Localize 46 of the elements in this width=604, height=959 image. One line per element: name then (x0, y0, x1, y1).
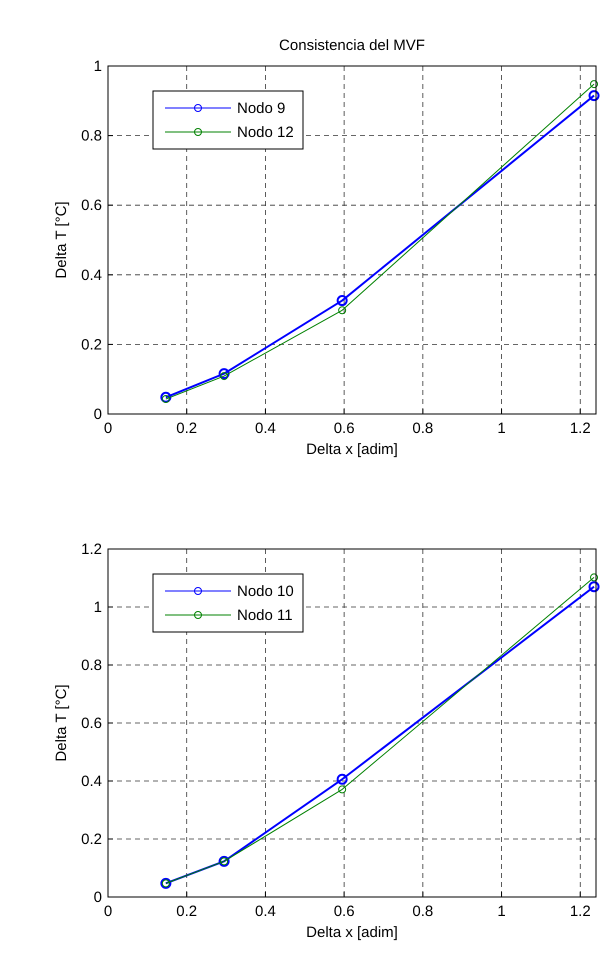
y-tick-label: 0.4 (81, 773, 102, 790)
y-tick-label: 0.2 (81, 831, 102, 848)
y-tick-label: 1.2 (81, 541, 102, 558)
legend-label: Nodo 12 (237, 124, 294, 141)
x-tick-label: 0.4 (254, 903, 276, 920)
y-tick-label: 0.4 (81, 266, 102, 284)
point (160, 392, 172, 403)
point (336, 774, 348, 785)
x-tick-label: 0.8 (412, 903, 434, 920)
y-tick-label: 0.2 (81, 336, 102, 354)
x-axis-title: Delta x [adim] (306, 441, 398, 458)
y-tick-label: 0.8 (81, 657, 102, 674)
point (588, 90, 600, 102)
y-axis-title: Delta T [°C] (53, 201, 70, 279)
x-tick-label: 1 (497, 420, 506, 437)
y-tick-label: 0 (94, 889, 102, 906)
point (338, 306, 346, 314)
x-tick-label: 0.4 (254, 420, 276, 437)
point (338, 785, 346, 794)
point (588, 581, 600, 592)
y-tick-label: 1 (94, 58, 102, 75)
point (590, 80, 598, 88)
y-tick-label: 0.8 (81, 128, 102, 145)
point (220, 372, 228, 380)
legend-label: Nodo 10 (237, 583, 294, 600)
y-tick-label: 0 (94, 406, 102, 423)
point (590, 573, 598, 582)
x-tick-label: 0.2 (176, 420, 198, 437)
x-axis-title: Delta x [adim] (306, 924, 398, 941)
y-tick-label: 0.6 (81, 197, 102, 214)
y-tick-label: 1 (94, 599, 102, 616)
chart-title: Consistencia del MVF (279, 37, 425, 54)
legend-label: Nodo 11 (237, 607, 293, 624)
x-tick-label: 0.8 (412, 420, 434, 437)
x-tick-label: 0.6 (334, 420, 355, 437)
x-tick-label: 1 (497, 903, 506, 920)
point (336, 295, 348, 306)
x-tick-label: 0.2 (176, 903, 198, 920)
x-tick-label: 0.6 (334, 903, 355, 920)
y-tick-label: 0.6 (81, 715, 102, 732)
x-tick-label: 1.2 (570, 903, 591, 920)
legend-label: Nodo 9 (237, 100, 286, 117)
y-axis-title: Delta T [°C] (53, 684, 70, 762)
point (218, 368, 230, 380)
point (162, 395, 170, 404)
x-tick-label: 1.2 (570, 420, 591, 437)
